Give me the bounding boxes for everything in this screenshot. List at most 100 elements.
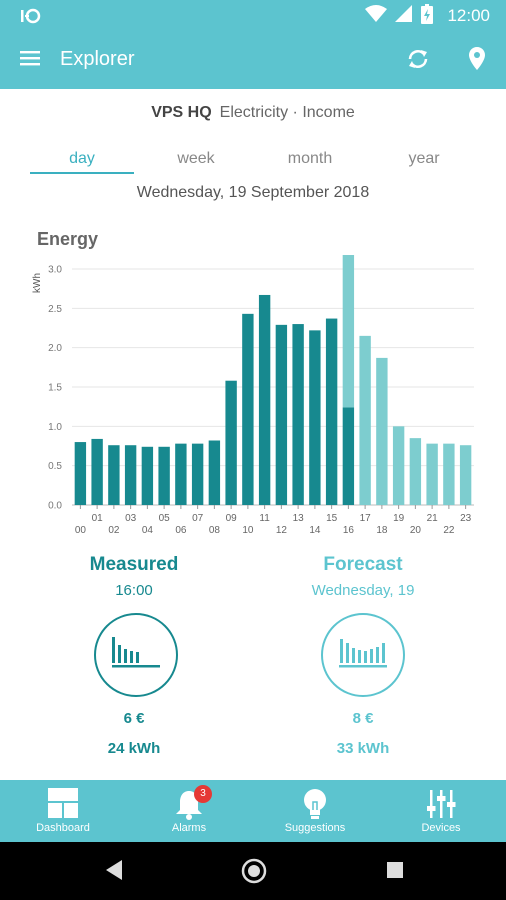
tab-year[interactable]: year: [408, 150, 440, 167]
x-tick-label: 06: [175, 525, 187, 536]
nav-dashboard-label: Dashboard: [36, 822, 90, 834]
nav-alarms-label: Alarms: [171, 822, 207, 834]
bar-chart-icon: [112, 637, 160, 668]
menu-icon[interactable]: [20, 50, 40, 71]
measured-cost: 6 €: [123, 710, 145, 727]
x-tick-label: 07: [192, 513, 204, 524]
forecast-cost: 8 €: [352, 710, 374, 727]
y-tick-label: 0.5: [48, 461, 62, 472]
x-tick-label: 19: [393, 513, 405, 524]
period-tabs: day week month year: [0, 150, 506, 176]
status-bar: 12:00: [0, 0, 506, 32]
app-bar: Explorer: [0, 32, 506, 89]
x-tick-label: 09: [226, 513, 238, 524]
y-tick-label: 2.0: [48, 343, 62, 354]
lightbulb-icon: [304, 789, 326, 819]
forecast-bar: [359, 335, 371, 505]
signal-icon: [395, 4, 413, 28]
x-tick-label: 00: [75, 525, 87, 536]
y-tick-label: 0.0: [48, 501, 62, 512]
x-tick-label: 21: [427, 513, 439, 524]
alarm-badge: 3: [194, 785, 212, 803]
nav-dashboard[interactable]: Dashboard: [0, 780, 126, 842]
nav-devices[interactable]: Devices: [378, 780, 504, 842]
x-tick-label: 12: [276, 525, 288, 536]
energy-chart[interactable]: 0.0 0.5 1.0 1.5 2.0 2.5 3.0 kWh 00 01 02 03 04 05 06 07…: [0, 255, 506, 545]
back-icon[interactable]: [104, 859, 124, 886]
x-tick-label: 18: [376, 525, 388, 536]
measured-bar: [242, 313, 254, 505]
forecast-bar: [392, 426, 405, 505]
chart-title: Energy: [37, 229, 99, 249]
forecast-bar: [443, 443, 455, 505]
selected-date[interactable]: Wednesday, 19 September 2018: [136, 184, 370, 201]
forecast-bar: [459, 445, 472, 505]
measured-bar: [225, 380, 237, 505]
measured-bar: [91, 438, 103, 505]
forecast-bar: [342, 255, 355, 408]
measured-bar: [275, 324, 288, 505]
x-tick-label: 03: [125, 513, 137, 524]
tab-week[interactable]: week: [177, 150, 215, 167]
site-header[interactable]: VPS HQ Electricity · Income: [0, 104, 506, 122]
x-tick-label: 10: [242, 525, 254, 536]
nav-suggestions-label: Suggestions: [284, 822, 346, 834]
measured-bar: [141, 446, 154, 505]
x-tick-label: 02: [108, 525, 120, 536]
y-tick-label: 1.0: [48, 422, 62, 433]
measured-bar: [191, 443, 204, 505]
forecast-bar: [426, 443, 438, 505]
x-tick-label: 23: [460, 513, 472, 524]
y-axis-label: kWh: [32, 273, 43, 293]
y-tick-label: 3.0: [48, 265, 62, 276]
x-tick-label: 13: [293, 513, 305, 524]
forecast-title: Forecast: [323, 554, 403, 575]
forecast-bar: [376, 357, 388, 505]
bar-chart-icon: [339, 639, 387, 668]
measured-bar: [258, 294, 271, 505]
nav-alarms[interactable]: 3 Alarms: [126, 780, 252, 842]
measured-bar: [292, 324, 304, 505]
y-tick-label: 2.5: [48, 304, 62, 315]
forecast-circle[interactable]: [321, 613, 405, 697]
x-tick-label: 17: [360, 513, 372, 524]
home-icon[interactable]: [241, 858, 267, 889]
x-tick-label: 11: [259, 513, 270, 524]
x-tick-label: 04: [142, 525, 154, 536]
site-meta: Electricity · Income: [219, 104, 355, 121]
system-nav-bar: [0, 842, 506, 900]
dashboard-icon: [48, 788, 78, 818]
tab-month[interactable]: month: [287, 150, 333, 167]
forecast-bar: [409, 438, 422, 505]
nav-devices-label: Devices: [421, 822, 461, 834]
measured-bar: [325, 318, 338, 505]
measured-bar: [208, 440, 221, 505]
x-tick-label: 22: [443, 525, 455, 536]
refresh-icon[interactable]: [405, 46, 431, 77]
page-title: Explorer: [60, 48, 135, 70]
measured-bar: [74, 442, 87, 505]
x-tick-label: 14: [309, 525, 321, 536]
recents-icon[interactable]: [386, 861, 404, 884]
notification-icon: [20, 6, 42, 31]
x-tick-label: 16: [343, 525, 355, 536]
x-tick-label: 05: [159, 513, 171, 524]
measured-circle[interactable]: [94, 613, 178, 697]
measured-bar: [124, 445, 137, 505]
measured-bar: [108, 445, 120, 505]
x-tick-label: 01: [92, 513, 104, 524]
battery-icon: [421, 3, 434, 29]
measured-bar: [175, 443, 187, 505]
site-name: VPS HQ: [151, 104, 212, 121]
measured-time: 16:00: [115, 582, 153, 599]
x-tick-label: 08: [209, 525, 221, 536]
bottom-nav: Dashboard 3 Alarms Suggestions Devices: [0, 780, 506, 842]
forecast-date: Wednesday, 19: [311, 582, 415, 599]
status-time: 12:00: [447, 6, 490, 25]
location-pin-icon[interactable]: [468, 47, 486, 76]
sliders-icon: [427, 790, 456, 818]
tab-day[interactable]: day: [30, 150, 134, 174]
nav-suggestions[interactable]: Suggestions: [252, 780, 378, 842]
measured-bar: [342, 407, 355, 505]
y-tick-label: 1.5: [48, 383, 62, 394]
